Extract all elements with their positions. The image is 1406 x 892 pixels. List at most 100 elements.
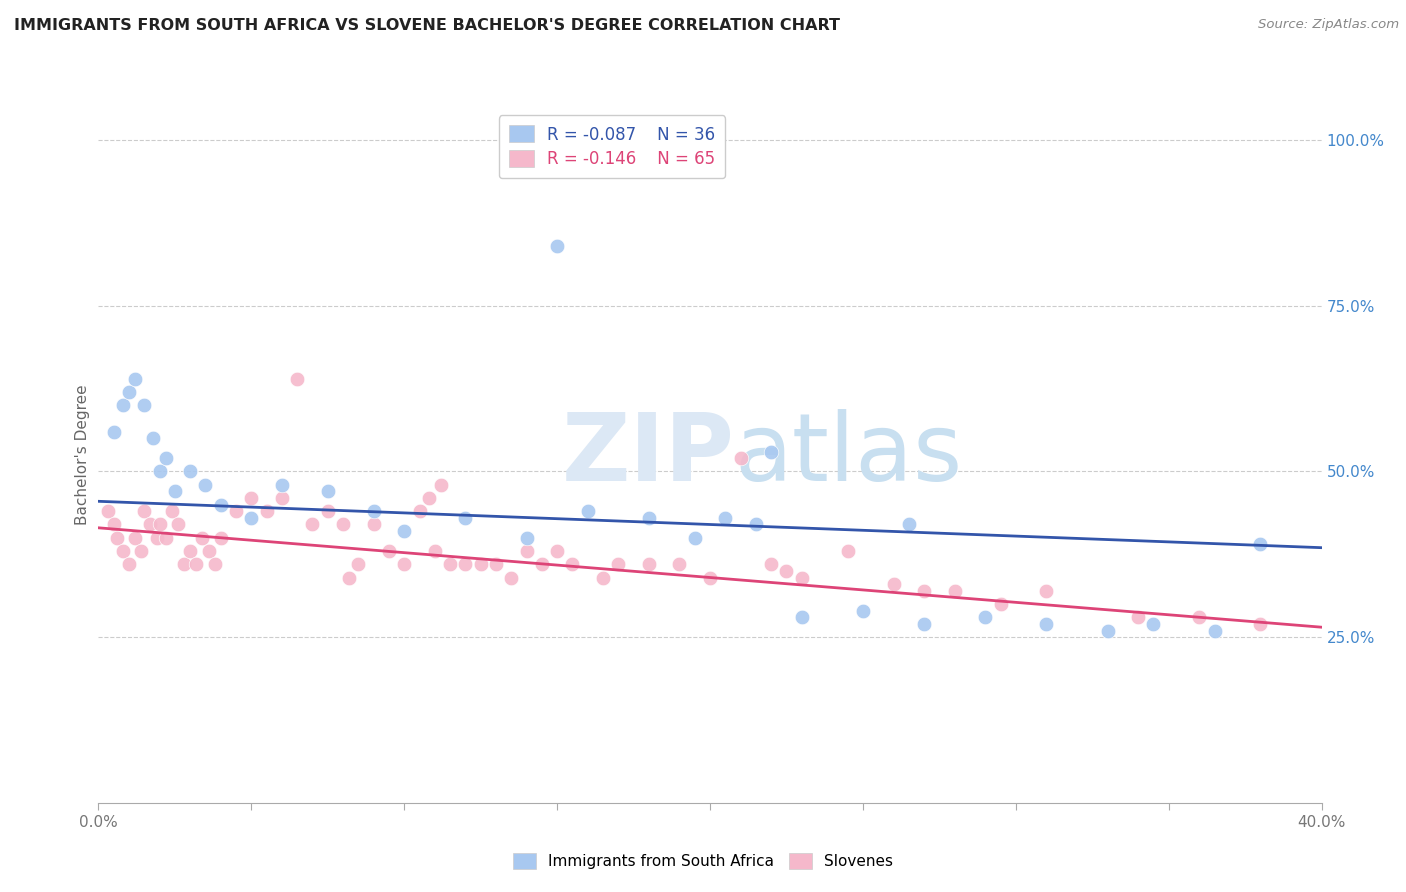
- Point: [240, 511, 263, 525]
- Point: [111, 398, 134, 412]
- Point: [837, 544, 859, 558]
- Point: [638, 558, 661, 572]
- Point: [454, 558, 477, 572]
- Point: [408, 504, 430, 518]
- Point: [1250, 616, 1272, 631]
- Point: [270, 491, 294, 505]
- Point: [775, 564, 797, 578]
- Point: [173, 558, 195, 572]
- Point: [363, 504, 385, 518]
- Point: [852, 604, 875, 618]
- Point: [204, 558, 226, 572]
- Point: [883, 577, 905, 591]
- Point: [149, 517, 172, 532]
- Point: [974, 610, 997, 624]
- Point: [337, 570, 360, 584]
- Point: [301, 517, 323, 532]
- Point: [363, 517, 385, 532]
- Point: [155, 451, 177, 466]
- Point: [118, 558, 141, 572]
- Point: [316, 504, 339, 518]
- Point: [423, 544, 446, 558]
- Point: [912, 616, 935, 631]
- Point: [745, 517, 768, 532]
- Point: [897, 517, 920, 532]
- Point: [179, 465, 201, 479]
- Point: [546, 544, 568, 558]
- Point: [145, 531, 167, 545]
- Point: [516, 531, 538, 545]
- Point: [209, 498, 232, 512]
- Point: [790, 610, 813, 624]
- Point: [139, 517, 162, 532]
- Text: ZIP: ZIP: [561, 409, 734, 501]
- Point: [103, 425, 125, 439]
- Point: [1142, 616, 1164, 631]
- Point: [134, 504, 156, 518]
- Point: [1097, 624, 1119, 638]
- Point: [790, 570, 813, 584]
- Point: [378, 544, 401, 558]
- Point: [699, 570, 721, 584]
- Point: [912, 583, 935, 598]
- Point: [592, 570, 614, 584]
- Point: [134, 398, 156, 412]
- Point: [209, 531, 232, 545]
- Point: [118, 384, 141, 399]
- Point: [668, 558, 690, 572]
- Point: [149, 465, 172, 479]
- Point: [392, 558, 416, 572]
- Point: [943, 583, 966, 598]
- Point: [155, 531, 177, 545]
- Point: [430, 477, 453, 491]
- Point: [501, 570, 523, 584]
- Text: atlas: atlas: [734, 409, 963, 501]
- Point: [1188, 610, 1211, 624]
- Point: [1250, 537, 1272, 551]
- Point: [332, 517, 354, 532]
- Point: [191, 531, 214, 545]
- Point: [418, 491, 440, 505]
- Point: [638, 511, 661, 525]
- Point: [167, 517, 190, 532]
- Point: [1035, 616, 1057, 631]
- Point: [1204, 624, 1226, 638]
- Point: [561, 558, 583, 572]
- Point: [439, 558, 461, 572]
- Point: [485, 558, 508, 572]
- Point: [105, 531, 128, 545]
- Point: [516, 544, 538, 558]
- Point: [607, 558, 630, 572]
- Y-axis label: Bachelor's Degree: Bachelor's Degree: [75, 384, 90, 525]
- Point: [990, 597, 1012, 611]
- Point: [576, 504, 599, 518]
- Point: [546, 239, 568, 253]
- Point: [163, 484, 186, 499]
- Point: [97, 504, 120, 518]
- Point: [124, 531, 146, 545]
- Point: [530, 558, 553, 572]
- Point: [1035, 583, 1057, 598]
- Point: [761, 558, 783, 572]
- Point: [197, 544, 219, 558]
- Point: [103, 517, 125, 532]
- Point: [111, 544, 134, 558]
- Legend: R = -0.087    N = 36, R = -0.146    N = 65: R = -0.087 N = 36, R = -0.146 N = 65: [499, 115, 725, 178]
- Point: [142, 431, 165, 445]
- Point: [470, 558, 492, 572]
- Point: [194, 477, 217, 491]
- Point: [683, 531, 706, 545]
- Point: [186, 558, 208, 572]
- Point: [761, 444, 783, 458]
- Point: [285, 372, 308, 386]
- Point: [160, 504, 183, 518]
- Legend: Immigrants from South Africa, Slovenes: Immigrants from South Africa, Slovenes: [506, 847, 900, 875]
- Point: [392, 524, 416, 538]
- Point: [124, 372, 146, 386]
- Point: [1128, 610, 1150, 624]
- Text: Source: ZipAtlas.com: Source: ZipAtlas.com: [1258, 18, 1399, 31]
- Point: [256, 504, 278, 518]
- Point: [179, 544, 201, 558]
- Text: IMMIGRANTS FROM SOUTH AFRICA VS SLOVENE BACHELOR'S DEGREE CORRELATION CHART: IMMIGRANTS FROM SOUTH AFRICA VS SLOVENE …: [14, 18, 839, 33]
- Point: [730, 451, 752, 466]
